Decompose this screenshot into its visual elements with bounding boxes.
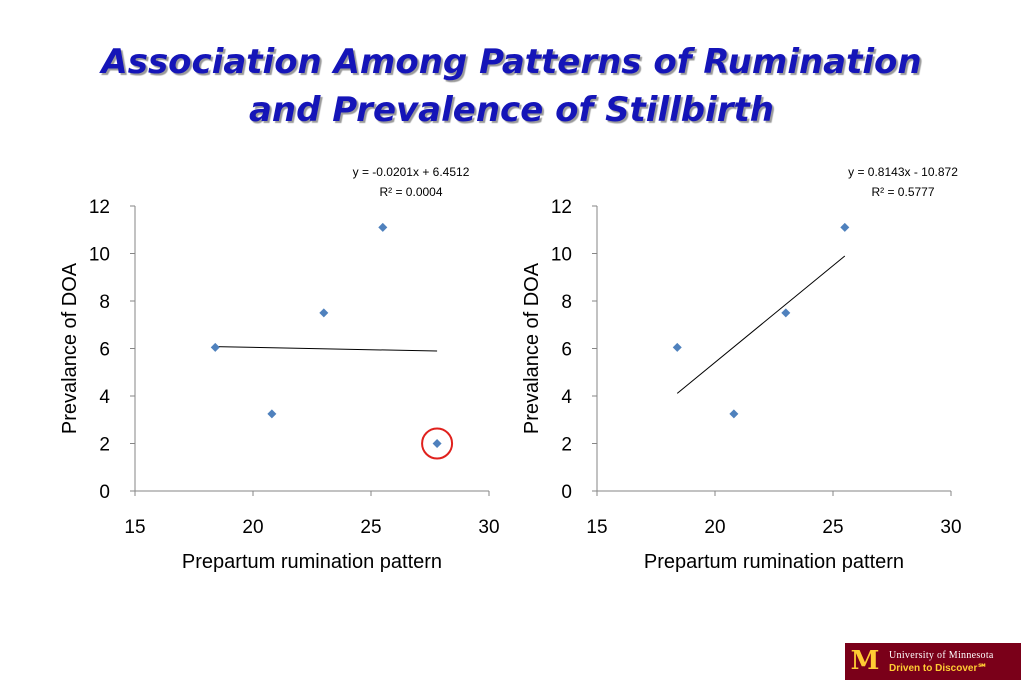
block-m-logo-icon: M <box>850 646 880 676</box>
chart-1-data-point <box>432 439 442 448</box>
logo-university-name: University of Minnesota <box>889 649 994 661</box>
slide-title: Association Among Patterns of Rumination… <box>0 38 1023 134</box>
chart-2-data-point <box>672 342 682 352</box>
chart-2-data-point <box>840 222 850 232</box>
chart-2-trendline-equation: y = 0.8143x - 10.872 <box>848 165 958 179</box>
chart-2-y-tick-label: 4 <box>561 387 572 408</box>
chart-2-data-point <box>729 409 739 419</box>
chart-2-x-tick-label: 20 <box>704 517 725 538</box>
chart-1-y-tick-label: 0 <box>99 482 110 503</box>
chart-1-x-tick-label: 30 <box>478 517 499 538</box>
chart-2-x-tick-label: 30 <box>940 517 961 538</box>
chart-1-trendline <box>215 346 438 352</box>
chart-2-y-tick-label: 12 <box>551 197 572 218</box>
chart-2-y-tick-label: 8 <box>561 292 572 313</box>
chart-1-data-point <box>319 308 329 318</box>
logo-tagline: Driven to Discover℠ <box>889 662 988 674</box>
chart-1-data-point <box>378 222 388 232</box>
chart-2-x-tick-label: 15 <box>586 517 607 538</box>
chart-2-r-squared: R² = 0.5777 <box>871 185 934 199</box>
chart-1-trendline-equation: y = -0.0201x + 6.4512 <box>353 165 470 179</box>
chart-2-trendline <box>676 255 846 394</box>
university-logo: M University of Minnesota Driven to Disc… <box>845 643 1021 680</box>
chart-1-y-tick-label: 6 <box>99 340 110 361</box>
chart-2-data-point <box>781 308 791 318</box>
chart-2-y-tick-label: 2 <box>561 435 572 456</box>
chart-2-x-tick-label: 25 <box>822 517 843 538</box>
chart-1-r-squared: R² = 0.0004 <box>379 185 442 199</box>
slide-title-line-1: Association Among Patterns of Rumination <box>101 42 922 82</box>
chart-1-y-axis-title: Prevalance of DOA <box>59 262 81 434</box>
chart-1-x-tick-label: 15 <box>124 517 145 538</box>
chart-1-y-tick-label: 2 <box>99 435 110 456</box>
chart-1-x-axis-title: Prepartum rumination pattern <box>182 551 442 573</box>
chart-1-x-tick-label: 25 <box>360 517 381 538</box>
chart-2-y-axis-title: Prevalance of DOA <box>521 262 543 434</box>
chart-2-y-tick-label: 10 <box>551 245 572 266</box>
chart-2-y-tick-label: 6 <box>561 340 572 361</box>
chart-1-outlier-highlight-circle <box>421 427 454 460</box>
chart-1-y-tick-label: 10 <box>89 245 110 266</box>
slide-title-line-2: and Prevalence of Stillbirth <box>248 90 774 130</box>
chart-1-data-point <box>267 409 277 419</box>
chart-2-x-axis-title: Prepartum rumination pattern <box>644 551 904 573</box>
chart-1-data-point <box>210 342 220 352</box>
chart-1-y-tick-label: 12 <box>89 197 110 218</box>
chart-1-y-tick-label: 8 <box>99 292 110 313</box>
chart-2-y-tick-label: 0 <box>561 482 572 503</box>
chart-1-x-tick-label: 20 <box>242 517 263 538</box>
chart-1-y-tick-label: 4 <box>99 387 110 408</box>
